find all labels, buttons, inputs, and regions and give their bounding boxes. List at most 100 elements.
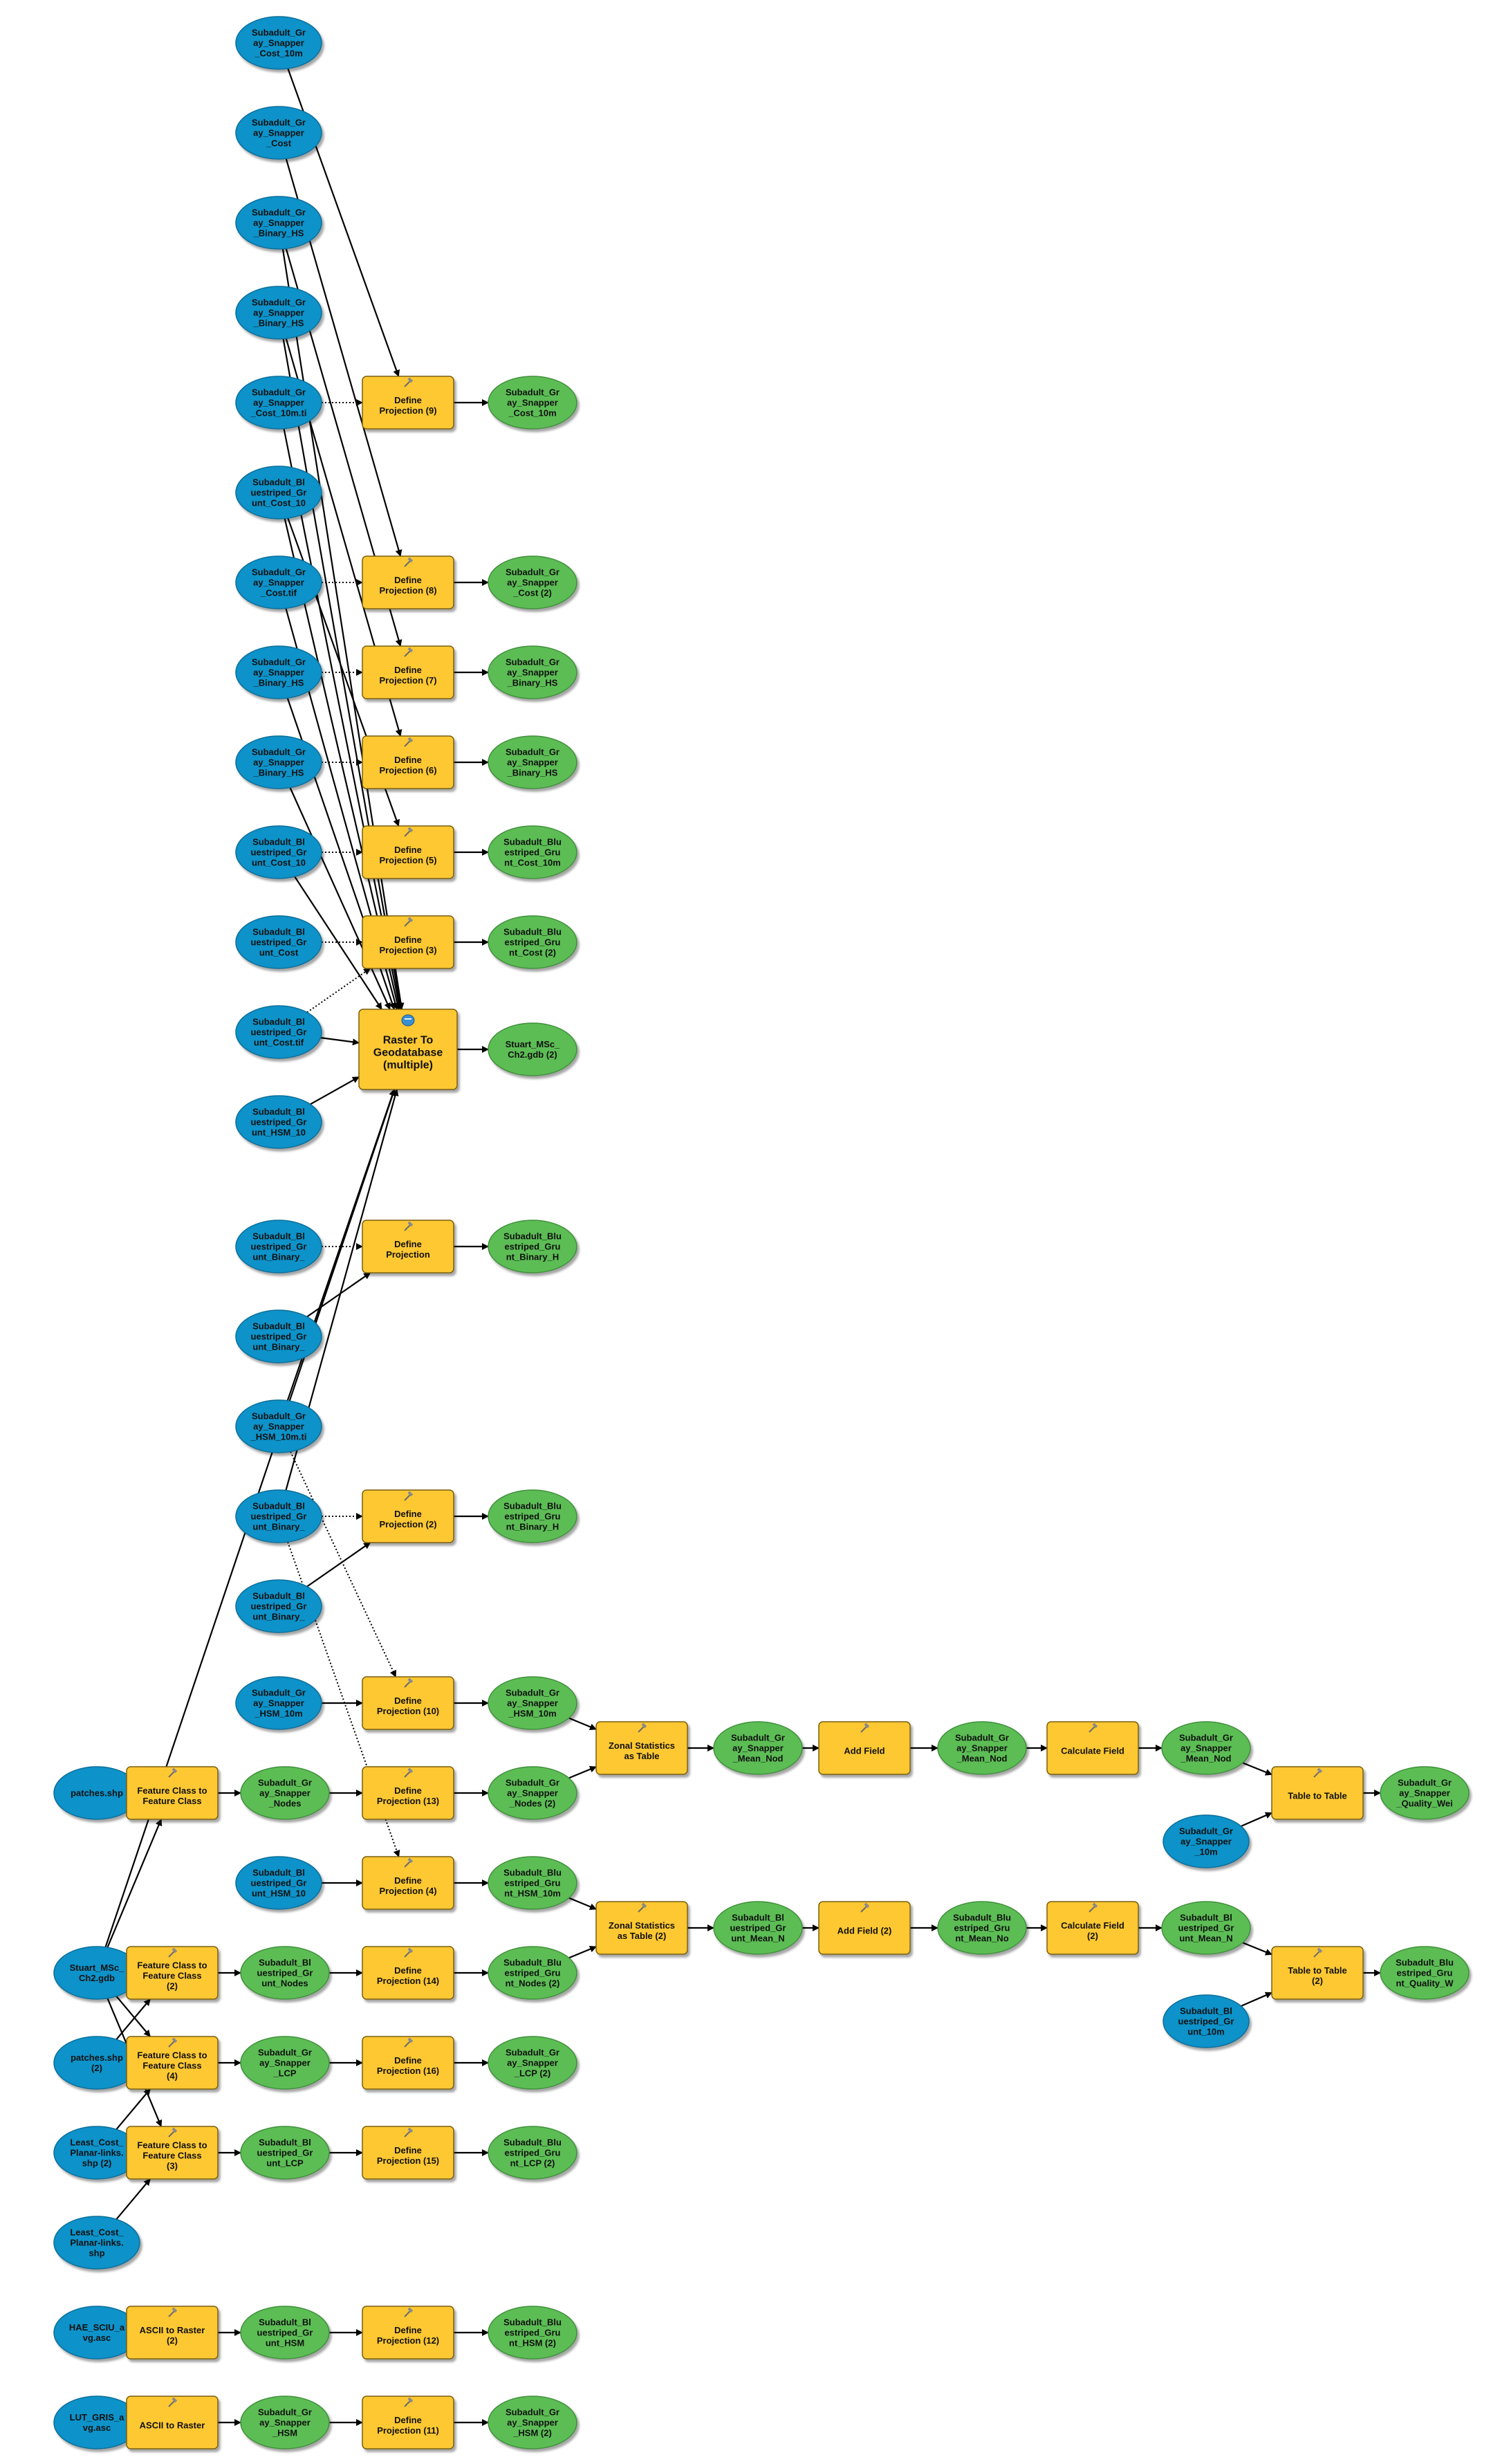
output-data-node-subadult-blu-estriped-gru-nt-cost-2[interactable]: Subadult_Blu estriped_Gru nt_Cost (2): [488, 915, 577, 969]
hammer-icon: [404, 1491, 414, 1501]
output-data-node-subadult-gr-ay-snapper-mean-nod[interactable]: Subadult_Gr ay_Snapper _Mean_Nod: [1161, 1721, 1251, 1775]
tool-node-feature-class-to-feature-class-2[interactable]: Feature Class to Feature Class (2): [126, 1946, 219, 2000]
input-data-node-subadult-bl-uestriped-gr-unt-cost-tif[interactable]: Subadult_Bl uestriped_Gr unt_Cost.tif: [235, 1005, 322, 1059]
input-data-node-subadult-gr-ay-snapper-cost-10m[interactable]: Subadult_Gr ay_Snapper _Cost_10m: [235, 16, 322, 70]
tool-node-define-projection-8[interactable]: Define Projection (8): [362, 555, 454, 609]
output-data-node-subadult-gr-ay-snapper-mean-nod[interactable]: Subadult_Gr ay_Snapper _Mean_Nod: [713, 1721, 803, 1775]
tool-node-define-projection-13[interactable]: Define Projection (13): [362, 1766, 454, 1820]
output-data-node-subadult-gr-ay-snapper-nodes[interactable]: Subadult_Gr ay_Snapper _Nodes: [240, 1766, 330, 1820]
tool-node-add-field-2[interactable]: Add Field (2): [818, 1901, 911, 1955]
tool-node-define-projection-2[interactable]: Define Projection (2): [362, 1489, 454, 1543]
tool-node-feature-class-to-feature-class[interactable]: Feature Class to Feature Class: [126, 1766, 219, 1820]
input-data-node-subadult-bl-uestriped-gr-unt-binary[interactable]: Subadult_Bl uestriped_Gr unt_Binary_: [235, 1309, 322, 1363]
output-data-node-subadult-gr-ay-snapper-binary-hs[interactable]: Subadult_Gr ay_Snapper _Binary_HS: [488, 645, 577, 699]
output-data-node-subadult-gr-ay-snapper-mean-nod[interactable]: Subadult_Gr ay_Snapper _Mean_Nod: [937, 1721, 1027, 1775]
tool-node-define-projection-6[interactable]: Define Projection (6): [362, 735, 454, 789]
tool-node-define-projection-14[interactable]: Define Projection (14): [362, 1946, 454, 2000]
input-data-node-subadult-gr-ay-snapper-binary-hs[interactable]: Subadult_Gr ay_Snapper _Binary_HS: [235, 286, 322, 340]
input-data-node-subadult-bl-uestriped-gr-unt-binary[interactable]: Subadult_Bl uestriped_Gr unt_Binary_: [235, 1579, 322, 1633]
tool-node-ascii-to-raster[interactable]: ASCII to Raster: [126, 2396, 219, 2449]
input-data-node-subadult-gr-ay-snapper-binary-hs[interactable]: Subadult_Gr ay_Snapper _Binary_HS: [235, 735, 322, 789]
output-data-node-subadult-blu-estriped-gru-nt-mean-no[interactable]: Subadult_Blu estriped_Gru nt_Mean_No: [937, 1901, 1027, 1955]
output-data-node-subadult-gr-ay-snapper-cost-2[interactable]: Subadult_Gr ay_Snapper _Cost (2): [488, 555, 577, 609]
tool-node-define-projection-7[interactable]: Define Projection (7): [362, 645, 454, 699]
output-data-node-subadult-gr-ay-snapper-quality-wei[interactable]: Subadult_Gr ay_Snapper _Quality_Wei: [1380, 1766, 1470, 1820]
input-data-node-subadult-bl-uestriped-gr-unt-10m[interactable]: Subadult_Bl uestriped_Gr unt_10m: [1163, 1994, 1250, 2048]
input-data-node-subadult-gr-ay-snapper-cost-10m-ti[interactable]: Subadult_Gr ay_Snapper _Cost_10m.ti: [235, 376, 322, 430]
tool-node-define-projection-10[interactable]: Define Projection (10): [362, 1676, 454, 1730]
input-data-node-subadult-gr-ay-snapper-binary-hs[interactable]: Subadult_Gr ay_Snapper _Binary_HS: [235, 196, 322, 250]
tool-node-define-projection-3[interactable]: Define Projection (3): [362, 915, 454, 969]
input-data-node-patches-shp[interactable]: patches.shp: [53, 1766, 140, 1820]
input-data-node-subadult-gr-ay-snapper-cost-tif[interactable]: Subadult_Gr ay_Snapper _Cost.tif: [235, 555, 322, 609]
output-data-node-subadult-gr-ay-snapper-lcp-2[interactable]: Subadult_Gr ay_Snapper _LCP (2): [488, 2036, 577, 2090]
output-data-node-subadult-bl-uestriped-gr-unt-hsm[interactable]: Subadult_Bl uestriped_Gr unt_HSM: [240, 2306, 330, 2360]
tool-node-table-to-table-2[interactable]: Table to Table (2): [1271, 1946, 1364, 2000]
output-data-label: Subadult_Blu estriped_Gru nt_Nodes (2): [503, 1958, 562, 1989]
input-data-node-subadult-bl-uestriped-gr-unt-binary[interactable]: Subadult_Bl uestriped_Gr unt_Binary_: [235, 1489, 322, 1543]
tool-node-define-projection-5[interactable]: Define Projection (5): [362, 825, 454, 879]
tool-node-feature-class-to-feature-class-3[interactable]: Feature Class to Feature Class (3): [126, 2126, 219, 2180]
output-data-node-subadult-blu-estriped-gru-nt-lcp-2[interactable]: Subadult_Blu estriped_Gru nt_LCP (2): [488, 2126, 577, 2180]
output-data-node-subadult-blu-estriped-gru-nt-binary-h[interactable]: Subadult_Blu estriped_Gru nt_Binary_H: [488, 1220, 577, 1274]
input-data-node-subadult-gr-ay-snapper-hsm-10m-ti[interactable]: Subadult_Gr ay_Snapper _HSM_10m.ti: [235, 1399, 322, 1453]
output-data-node-subadult-blu-estriped-gru-nt-cost-10m[interactable]: Subadult_Blu estriped_Gru nt_Cost_10m: [488, 825, 577, 879]
output-data-node-subadult-blu-estriped-gru-nt-binary-h[interactable]: Subadult_Blu estriped_Gru nt_Binary_H: [488, 1489, 577, 1543]
output-data-node-subadult-gr-ay-snapper-lcp[interactable]: Subadult_Gr ay_Snapper _LCP: [240, 2036, 330, 2090]
input-data-node-subadult-gr-ay-snapper-binary-hs[interactable]: Subadult_Gr ay_Snapper _Binary_HS: [235, 645, 322, 699]
output-data-node-stuart-msc-ch2-gdb-2[interactable]: Stuart_MSc_ Ch2.gdb (2): [488, 1022, 577, 1076]
tool-shape: [362, 645, 454, 699]
hammer-icon: [404, 1857, 414, 1868]
input-data-node-subadult-bl-uestriped-gr-unt-hsm-10[interactable]: Subadult_Bl uestriped_Gr unt_HSM_10: [235, 1095, 322, 1149]
input-data-node-subadult-gr-ay-snapper-10m[interactable]: Subadult_Gr ay_Snapper _10m: [1163, 1814, 1250, 1868]
input-data-node-subadult-bl-uestriped-gr-unt-cost-10[interactable]: Subadult_Bl uestriped_Gr unt_Cost_10: [235, 825, 322, 879]
input-data-node-subadult-gr-ay-snapper-cost[interactable]: Subadult_Gr ay_Snapper _Cost: [235, 106, 322, 160]
input-data-label: Subadult_Bl uestriped_Gr unt_Cost_10: [251, 837, 307, 868]
tool-node-define-projection-15[interactable]: Define Projection (15): [362, 2126, 454, 2180]
tool-node-ascii-to-raster-2[interactable]: ASCII to Raster (2): [126, 2306, 219, 2360]
tool-node-zonal-statistics-as-table-2[interactable]: Zonal Statistics as Table (2): [595, 1901, 688, 1955]
output-data-node-subadult-gr-ay-snapper-hsm-10m[interactable]: Subadult_Gr ay_Snapper _HSM_10m: [488, 1676, 577, 1730]
input-data-node-subadult-bl-uestriped-gr-unt-hsm-10[interactable]: Subadult_Bl uestriped_Gr unt_HSM_10: [235, 1856, 322, 1910]
input-data-node-hae-sciu-a-vg-asc[interactable]: HAE_SCIU_a vg.asc: [53, 2306, 140, 2360]
output-data-node-subadult-gr-ay-snapper-binary-hs[interactable]: Subadult_Gr ay_Snapper _Binary_HS: [488, 735, 577, 789]
input-data-node-stuart-msc-ch2-gdb[interactable]: Stuart_MSc_ Ch2.gdb: [53, 1946, 140, 2000]
tool-node-raster-to-geodatabase-multiple[interactable]: Raster To Geodatabase (multiple): [358, 1009, 458, 1090]
output-data-node-subadult-bl-uestriped-gr-unt-nodes[interactable]: Subadult_Bl uestriped_Gr unt_Nodes: [240, 1946, 330, 2000]
input-data-node-lut-gris-a-vg-asc[interactable]: LUT_GRIS_a vg.asc: [53, 2396, 140, 2449]
output-data-node-subadult-bl-uestriped-gr-unt-lcp[interactable]: Subadult_Bl uestriped_Gr unt_LCP: [240, 2126, 330, 2180]
tool-label: Add Field: [844, 1746, 885, 1756]
tool-node-feature-class-to-feature-class-4[interactable]: Feature Class to Feature Class (4): [126, 2036, 219, 2090]
tool-node-define-projection[interactable]: Define Projection: [362, 1220, 454, 1274]
tool-shape: [362, 1946, 454, 2000]
output-data-node-subadult-bl-uestriped-gr-unt-mean-n[interactable]: Subadult_Bl uestriped_Gr unt_Mean_N: [713, 1901, 803, 1955]
input-data-node-subadult-gr-ay-snapper-hsm-10m[interactable]: Subadult_Gr ay_Snapper _HSM_10m: [235, 1676, 322, 1730]
output-data-node-subadult-blu-estriped-gru-nt-quality-w[interactable]: Subadult_Blu estriped_Gru nt_Quality_W: [1380, 1946, 1470, 2000]
tool-node-table-to-table[interactable]: Table to Table: [1271, 1766, 1364, 1820]
tool-node-define-projection-12[interactable]: Define Projection (12): [362, 2306, 454, 2360]
input-data-node-subadult-bl-uestriped-gr-unt-cost[interactable]: Subadult_Bl uestriped_Gr unt_Cost: [235, 915, 322, 969]
input-data-node-subadult-bl-uestriped-gr-unt-cost-10[interactable]: Subadult_Bl uestriped_Gr unt_Cost_10: [235, 466, 322, 520]
tool-node-define-projection-16[interactable]: Define Projection (16): [362, 2036, 454, 2090]
tool-node-define-projection-11[interactable]: Define Projection (11): [362, 2396, 454, 2449]
output-data-node-subadult-gr-ay-snapper-hsm-2[interactable]: Subadult_Gr ay_Snapper _HSM (2): [488, 2396, 577, 2449]
output-data-shape: [240, 2036, 330, 2090]
tool-node-calculate-field[interactable]: Calculate Field: [1046, 1721, 1139, 1775]
input-data-node-subadult-bl-uestriped-gr-unt-binary[interactable]: Subadult_Bl uestriped_Gr unt_Binary_: [235, 1220, 322, 1274]
output-data-node-subadult-blu-estriped-gru-nt-hsm-2[interactable]: Subadult_Blu estriped_Gru nt_HSM (2): [488, 2306, 577, 2360]
output-data-label: Subadult_Gr ay_Snapper _Cost (2): [506, 567, 559, 598]
tool-node-define-projection-4[interactable]: Define Projection (4): [362, 1856, 454, 1910]
output-data-node-subadult-gr-ay-snapper-cost-10m[interactable]: Subadult_Gr ay_Snapper _Cost_10m: [488, 376, 577, 430]
input-data-node-least-cost-planar-links-shp-2[interactable]: Least_Cost_ Planar-links. shp (2): [53, 2126, 140, 2180]
input-data-node-least-cost-planar-links-shp[interactable]: Least_Cost_ Planar-links. shp: [53, 2216, 140, 2270]
tool-node-calculate-field-2[interactable]: Calculate Field (2): [1046, 1901, 1139, 1955]
tool-node-zonal-statistics-as-table[interactable]: Zonal Statistics as Table: [595, 1721, 688, 1775]
output-data-node-subadult-blu-estriped-gru-nt-hsm-10m[interactable]: Subadult_Blu estriped_Gru nt_HSM_10m: [488, 1856, 577, 1910]
output-data-node-subadult-bl-uestriped-gr-unt-mean-n[interactable]: Subadult_Bl uestriped_Gr unt_Mean_N: [1161, 1901, 1251, 1955]
output-data-node-subadult-blu-estriped-gru-nt-nodes-2[interactable]: Subadult_Blu estriped_Gru nt_Nodes (2): [488, 1946, 577, 2000]
tool-node-add-field[interactable]: Add Field: [818, 1721, 911, 1775]
output-data-node-subadult-gr-ay-snapper-hsm[interactable]: Subadult_Gr ay_Snapper _HSM: [240, 2396, 330, 2449]
tool-node-define-projection-9[interactable]: Define Projection (9): [362, 376, 454, 430]
output-data-node-subadult-gr-ay-snapper-nodes-2[interactable]: Subadult_Gr ay_Snapper _Nodes (2): [488, 1766, 577, 1820]
input-data-node-patches-shp-2[interactable]: patches.shp (2): [53, 2036, 140, 2090]
